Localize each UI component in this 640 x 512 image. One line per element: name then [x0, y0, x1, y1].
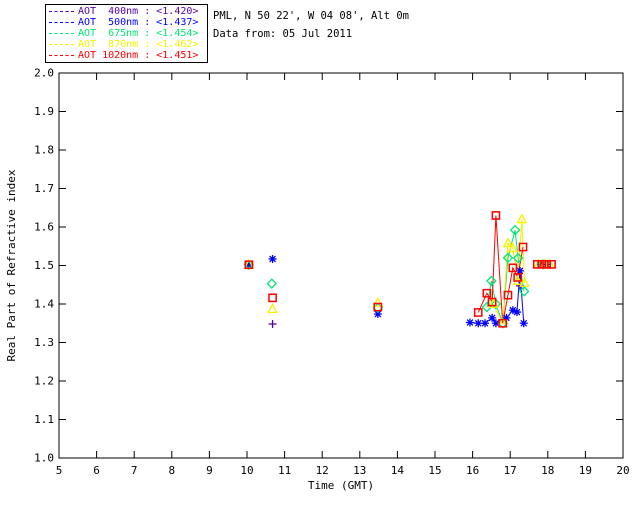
svg-text:14: 14 — [391, 464, 405, 477]
svg-text:1.4: 1.4 — [34, 298, 54, 311]
legend-entry-label: AOT 675nm : <1.454> — [78, 28, 199, 39]
legend-line-sample-icon — [49, 55, 74, 56]
svg-text:13: 13 — [353, 464, 366, 477]
svg-text:7: 7 — [131, 464, 138, 477]
svg-text:2.0: 2.0 — [34, 67, 54, 80]
svg-text:1.2: 1.2 — [34, 375, 54, 388]
legend-entry-label: AOT 500nm : <1.437> — [78, 17, 199, 28]
legend: AOT 400nm : <1.420> AOT 500nm : <1.437> AO… — [45, 4, 208, 63]
legend-entry: AOT 1020nm : <1.451> — [48, 50, 205, 61]
legend-line-sample-icon — [49, 11, 74, 12]
legend-line-sample-icon — [49, 33, 74, 34]
svg-text:1.0: 1.0 — [34, 452, 54, 465]
svg-text:1.9: 1.9 — [34, 105, 54, 118]
svg-text:16: 16 — [466, 464, 479, 477]
svg-text:1.8: 1.8 — [34, 144, 54, 157]
plot-header: PML, N 50 22', W 04 08', Alt 0m Data fro… — [213, 7, 409, 43]
svg-text:20: 20 — [616, 464, 629, 477]
svg-text:17: 17 — [504, 464, 517, 477]
legend-entry: AOT 400nm : <1.420> — [48, 6, 205, 17]
legend-entry-label: AOT 870nm : <1.462> — [78, 39, 199, 50]
svg-text:9: 9 — [206, 464, 213, 477]
svg-text:8: 8 — [168, 464, 175, 477]
svg-text:12: 12 — [316, 464, 329, 477]
legend-entry-label: AOT 400nm : <1.420> — [78, 6, 199, 17]
svg-text:1.5: 1.5 — [34, 259, 54, 272]
svg-text:19: 19 — [579, 464, 592, 477]
legend-entry: AOT 675nm : <1.454> — [48, 28, 205, 39]
svg-text:1.7: 1.7 — [34, 182, 54, 195]
station-location-text: PML, N 50 22', W 04 08', Alt 0m — [213, 10, 409, 22]
svg-text:15: 15 — [428, 464, 441, 477]
legend-entry: AOT 870nm : <1.462> — [48, 39, 205, 50]
svg-text:1.6: 1.6 — [34, 221, 54, 234]
svg-text:Real Part of Refractive index: Real Part of Refractive index — [5, 169, 18, 361]
svg-text:5: 5 — [56, 464, 63, 477]
legend-entry: AOT 500nm : <1.437> — [48, 17, 205, 28]
svg-text:6: 6 — [93, 464, 100, 477]
legend-entry-label: AOT 1020nm : <1.451> — [78, 50, 199, 61]
svg-text:18: 18 — [541, 464, 554, 477]
svg-text:1.1: 1.1 — [34, 413, 54, 426]
svg-text:Time (GMT): Time (GMT) — [308, 479, 374, 492]
legend-line-sample-icon — [49, 44, 74, 45]
svg-text:10: 10 — [240, 464, 253, 477]
legend-line-sample-icon — [49, 22, 74, 23]
data-date-text: Data from: 05 Jul 2011 — [213, 28, 353, 40]
svg-text:11: 11 — [278, 464, 291, 477]
svg-text:1.3: 1.3 — [34, 336, 54, 349]
